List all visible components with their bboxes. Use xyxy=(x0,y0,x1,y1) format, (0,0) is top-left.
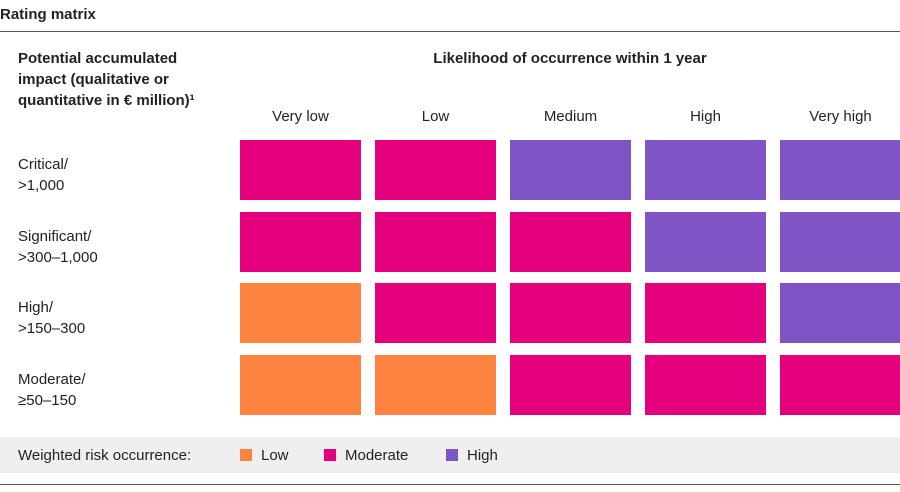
cell xyxy=(780,211,900,272)
title: Rating matrix xyxy=(0,6,96,23)
cell xyxy=(375,211,496,272)
column-label: Very high xyxy=(809,108,872,125)
cell xyxy=(780,140,900,200)
legend-label: Weighted risk occurrence: xyxy=(18,447,192,464)
legend-entry: Moderate xyxy=(345,447,409,464)
row-label: >1,000 xyxy=(18,177,65,194)
column-label: Very low xyxy=(272,108,329,125)
column-label: Medium xyxy=(543,108,598,125)
rule xyxy=(0,31,900,32)
legend-entry: Low xyxy=(261,447,289,464)
cell xyxy=(510,354,631,415)
legend-swatch xyxy=(446,449,458,461)
cell xyxy=(240,140,361,200)
cell xyxy=(240,283,361,343)
row-label: >150–300 xyxy=(18,320,86,337)
row-header: impact (qualitative or xyxy=(18,71,169,88)
cell xyxy=(510,140,631,200)
row-header: Potential accumulated xyxy=(18,50,178,67)
cell xyxy=(645,354,766,415)
cell xyxy=(375,140,496,200)
cell xyxy=(240,211,361,272)
cell xyxy=(780,283,900,343)
column-label: High xyxy=(690,108,721,125)
cell xyxy=(645,283,766,343)
row-label: >300–1,000 xyxy=(18,248,98,266)
cell xyxy=(780,354,900,415)
legend-entry: High xyxy=(467,447,498,464)
cell xyxy=(375,283,496,343)
row-label: Critical/ xyxy=(18,156,69,173)
column-label: Low xyxy=(421,108,450,125)
cell xyxy=(510,211,631,272)
row-label: High/ xyxy=(18,299,54,316)
row-header: quantitative in € million)¹ xyxy=(18,92,195,109)
row-label: Moderate/ xyxy=(18,370,86,388)
column-header: Likelihood of occurrence within 1 year xyxy=(433,50,707,67)
cell xyxy=(645,140,766,200)
cell xyxy=(240,354,361,415)
cell xyxy=(375,354,496,415)
legend-swatch xyxy=(240,449,252,461)
row-label: ≥50–150 xyxy=(18,391,77,409)
cell xyxy=(645,211,766,272)
legend-swatch xyxy=(324,449,336,461)
rule xyxy=(0,484,900,485)
cell xyxy=(510,283,631,343)
row-label: Significant/ xyxy=(18,227,92,245)
